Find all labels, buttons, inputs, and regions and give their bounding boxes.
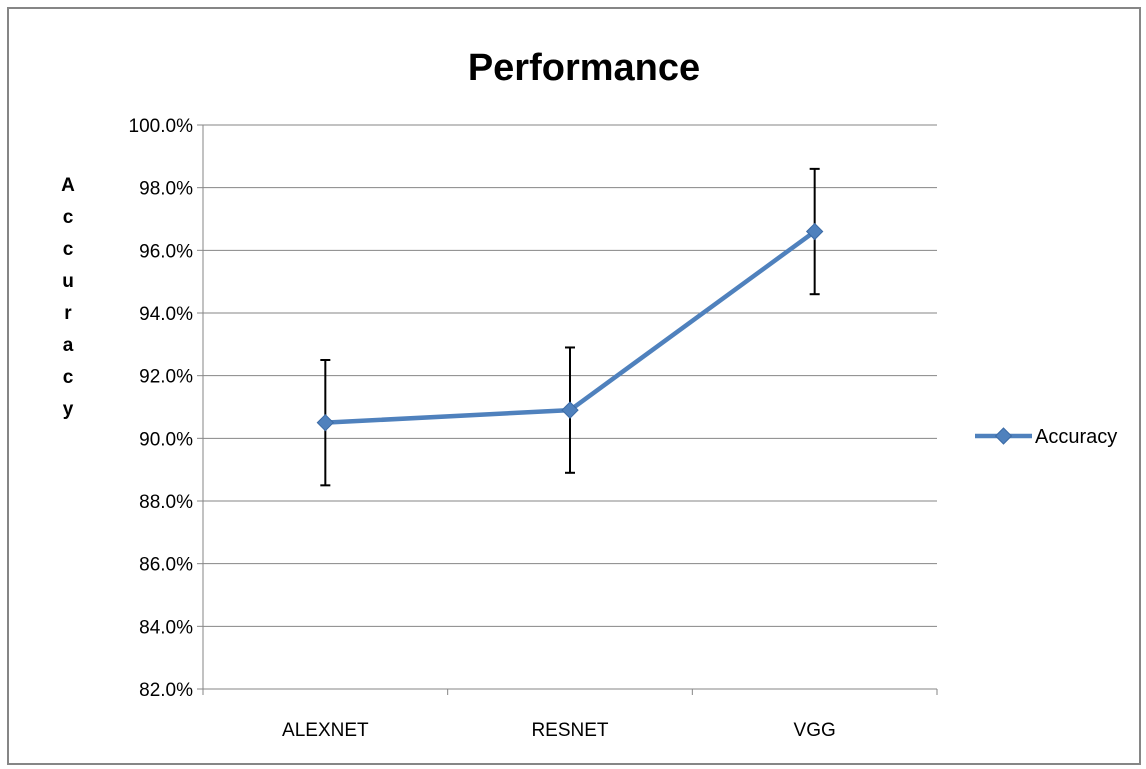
x-tick-label: RESNET [531, 720, 608, 741]
x-tick-label: ALEXNET [282, 720, 369, 741]
y-tick-label: 94.0% [139, 304, 193, 325]
y-tick-label: 96.0% [139, 241, 193, 262]
y-tick-label: 84.0% [139, 617, 193, 638]
y-tick-label: 86.0% [139, 555, 193, 576]
y-tick-label: 82.0% [139, 680, 193, 701]
y-tick-label: 98.0% [139, 179, 193, 200]
y-tick-labels: 82.0% 84.0% 86.0% 88.0% 90.0% 92.0% 94.0% 96.0%… [129, 116, 194, 701]
x-tick-label: VGG [794, 720, 836, 741]
y-tick-label: 90.0% [139, 429, 193, 450]
data-point-marker [317, 415, 333, 431]
legend-label: Accuracy [1035, 426, 1117, 448]
y-tick-label: 100.0% [129, 116, 194, 137]
x-tick-labels: ALEXNET RESNET VGG [282, 720, 836, 741]
chart-title: Performance [468, 47, 700, 89]
y-tick-label: 88.0% [139, 492, 193, 513]
y-tick-label: 92.0% [139, 367, 193, 388]
legend: Accuracy [975, 426, 1117, 448]
legend-marker-swatch [996, 428, 1012, 444]
